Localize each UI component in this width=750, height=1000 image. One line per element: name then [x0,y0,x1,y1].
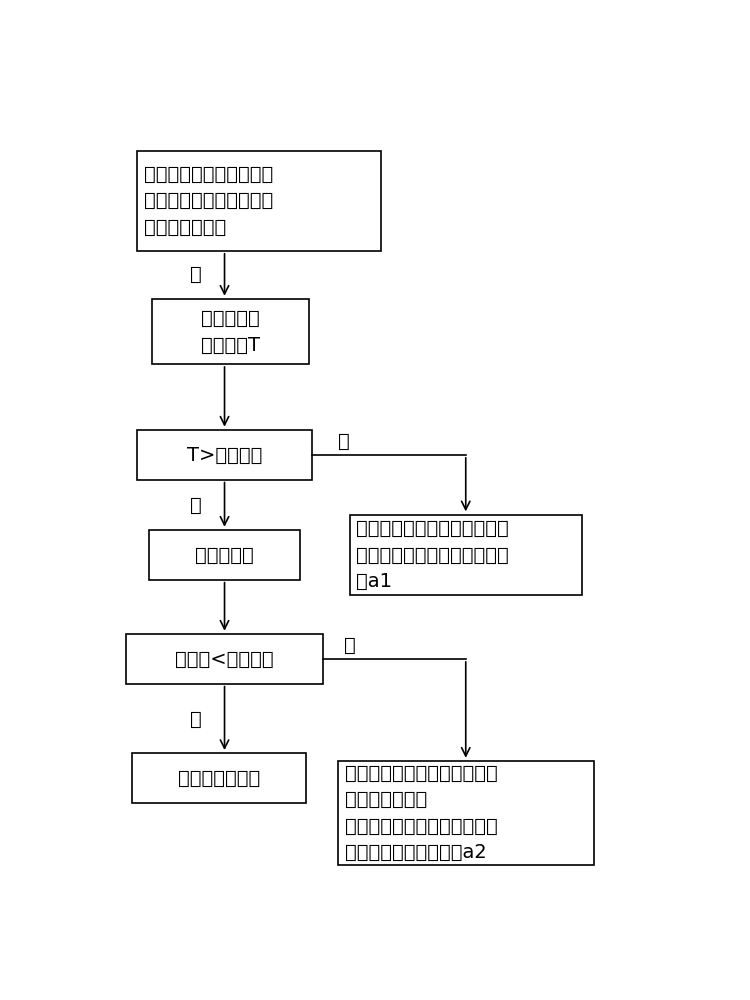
Bar [338,761,594,865]
Text: 报出崇化器故障: 报出崇化器故障 [178,769,260,788]
Text: 当前储氧量和新鲜状态储氧量
计算老化系数；
根据老化系数查找第二平滑曲
线，查得第二平滑系数a2: 当前储氧量和新鲜状态储氧量 计算老化系数； 根据老化系数查找第二平滑曲 线，查得… [345,764,497,862]
Text: 否: 否 [344,636,355,655]
Bar [131,753,306,803]
Bar [149,530,300,580]
Bar [137,151,382,251]
Bar [350,515,582,595]
Text: 否: 否 [338,432,350,451]
Text: 储氧量<故障阈値: 储氧量<故障阈値 [176,650,274,668]
Bar [152,299,309,364]
Text: 则根据崇化器运行时间查找第
一平滑曲线，查得第一平滑系
数a1: 则根据崇化器运行时间查找第 一平滑曲线，查得第一平滑系 数a1 [356,519,509,591]
Text: 是: 是 [190,710,201,729]
Text: 是: 是 [190,264,201,284]
Bar [126,634,323,684]
Bar [137,430,312,480]
Text: T>时间阈値: T>时间阈値 [187,445,262,464]
Text: 更换崇化器后，判断发动
机转速和负荷是否在对应
的预设定范围内: 更换崇化器后，判断发动 机转速和负荷是否在对应 的预设定范围内 [144,165,274,237]
Text: 计时崇化器
运行时间T: 计时崇化器 运行时间T [201,309,260,355]
Text: 获取储氧量: 获取储氧量 [195,546,254,565]
Text: 是: 是 [190,495,201,514]
